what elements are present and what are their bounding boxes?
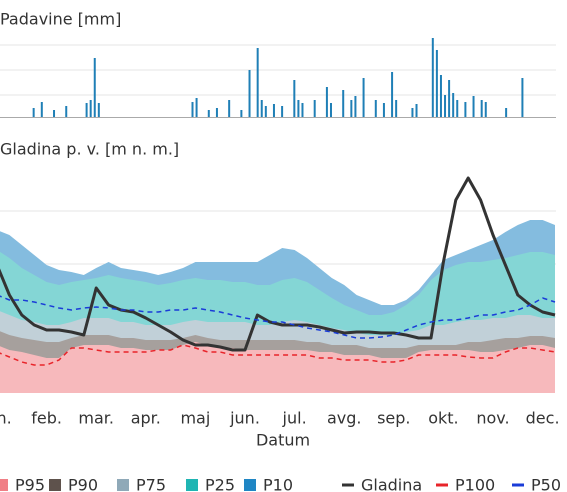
bar <box>374 100 377 117</box>
bar <box>297 100 300 117</box>
bar <box>293 80 296 117</box>
bar <box>97 103 100 117</box>
legend-swatch <box>117 479 129 491</box>
bar <box>382 103 385 117</box>
bar <box>248 70 251 117</box>
bar <box>521 78 524 117</box>
bar <box>456 100 459 117</box>
bar <box>313 100 316 117</box>
bar <box>439 75 442 117</box>
bar <box>411 108 414 117</box>
legend-label: Gladina <box>361 476 422 492</box>
level-title: Gladina p. v. [m n. m.] <box>0 140 179 159</box>
x-axis-label: Datum <box>256 431 310 450</box>
legend-label: P90 <box>68 476 98 492</box>
bar <box>342 90 345 117</box>
bar <box>32 108 35 117</box>
bar <box>362 78 365 117</box>
bar <box>228 100 231 117</box>
legend-label: P100 <box>455 476 495 492</box>
bar <box>65 106 68 117</box>
legend-label: P95 <box>15 476 45 492</box>
bar <box>448 80 451 117</box>
x-tick-label: apr. <box>131 409 161 428</box>
x-tick-label: sep. <box>377 409 410 428</box>
bar <box>325 87 328 117</box>
legend-label: P75 <box>136 476 166 492</box>
bar <box>260 100 263 117</box>
bar <box>240 110 243 117</box>
level-line <box>0 176 556 352</box>
bar <box>329 103 332 117</box>
bar <box>444 95 447 117</box>
bar <box>301 103 304 117</box>
bar <box>480 100 483 117</box>
bar <box>256 48 259 117</box>
bar <box>395 100 398 117</box>
x-tick-label: nov. <box>476 409 509 428</box>
legend-swatch <box>49 479 61 491</box>
dashed-line <box>0 344 556 366</box>
legend-label: P50 <box>531 476 561 492</box>
bar <box>415 104 418 117</box>
dashed-line <box>0 295 556 339</box>
x-tick-label: jul. <box>282 409 307 428</box>
bar <box>85 103 88 117</box>
x-tick-label: feb. <box>31 409 62 428</box>
bar <box>354 96 357 117</box>
bar <box>505 108 508 117</box>
x-tick-label: okt. <box>428 409 458 428</box>
bar <box>272 104 275 117</box>
x-tick-label: maj <box>180 409 210 428</box>
bar <box>40 102 43 117</box>
bar <box>391 72 394 117</box>
bar <box>191 102 194 117</box>
legend-swatch <box>0 479 8 491</box>
level-plot: jan. feb. mar. apr. maj jun. jul. avg. sep. okt. n… <box>0 176 560 428</box>
bar <box>215 108 218 117</box>
bar <box>264 106 267 117</box>
legend-swatch <box>244 479 256 491</box>
precip-title: Padavine [mm] <box>0 10 121 29</box>
bar <box>484 102 487 117</box>
x-tick-label: avg. <box>327 409 362 428</box>
bar <box>464 102 467 117</box>
bar <box>281 106 284 117</box>
bar <box>452 93 455 117</box>
precip-plot <box>32 38 524 117</box>
bar <box>93 58 96 117</box>
legend-label: P25 <box>205 476 235 492</box>
legend-swatch <box>186 479 198 491</box>
bar <box>89 100 92 117</box>
bar <box>472 96 475 117</box>
x-tick-label: dec. <box>526 409 560 428</box>
x-tick-label: mar. <box>78 409 114 428</box>
bar <box>53 110 56 117</box>
bar <box>195 98 198 117</box>
legend-label: P10 <box>263 476 293 492</box>
bar <box>431 38 434 117</box>
bar <box>207 110 210 117</box>
bar <box>350 100 353 117</box>
x-tick-label: jun. <box>229 409 260 428</box>
x-tick-label: jan. <box>0 409 12 428</box>
band-area <box>0 342 555 393</box>
bar <box>435 50 438 117</box>
legend: P95 P90 P75 P25 P10 Gladina P100 P50 <box>0 476 561 492</box>
